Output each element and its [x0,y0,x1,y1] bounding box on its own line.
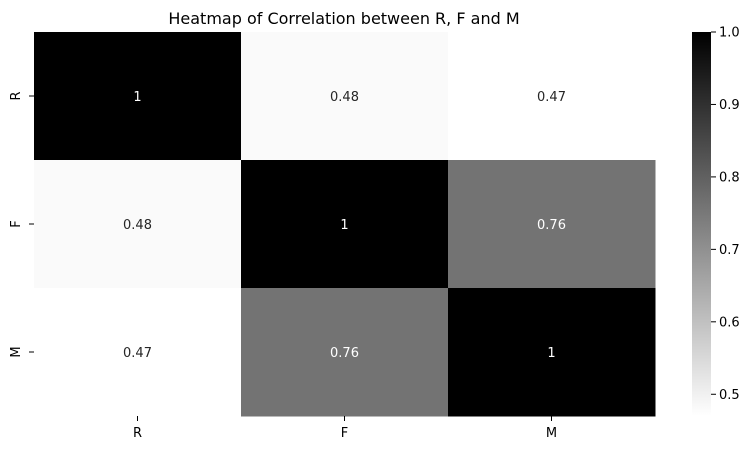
x-tick-label: R [133,426,142,441]
heatmap-cell-F-F [241,160,449,289]
heatmap-cell-R-R [34,32,242,161]
colorbar-tick-label: 0.6 [719,315,740,330]
colorbar-tick-label: 0.5 [719,388,740,403]
y-axis: R F M [9,91,34,358]
colorbar-gradient [692,32,711,416]
cell-annotation: 1 [340,218,348,233]
cell-annotation: 0.76 [330,346,359,361]
y-tick-label: F [9,220,24,227]
y-tick-label: M [9,346,24,357]
colorbar-tick-label: 0.8 [719,170,740,185]
x-tick-label: M [546,426,557,441]
heatmap-cell-F-M [448,160,656,289]
cell-annotation: 0.47 [537,90,566,105]
x-tick-label: F [341,426,348,441]
cell-annotation: 1 [547,346,555,361]
cell-annotation: 0.48 [123,218,152,233]
heatmap-cell-F-R [34,160,242,289]
heatmap-cells: 1 0.48 0.47 0.48 1 0.76 0.47 0.76 1 [34,32,656,417]
heatmap-cell-M-M [448,288,656,417]
colorbar-tick-label: 0.9 [719,98,740,113]
heatmap-cell-R-F [241,32,449,161]
heatmap-cell-R-M [448,32,656,161]
colorbar: 0.5 0.6 0.7 0.8 0.9 1.0 [692,26,740,416]
cell-annotation: 1 [133,90,141,105]
chart-title: Heatmap of Correlation between R, F and … [168,9,519,28]
cell-annotation: 0.47 [123,346,152,361]
colorbar-tick-label: 0.7 [719,243,740,258]
cell-annotation: 0.48 [330,90,359,105]
heatmap-cell-M-R [34,288,242,417]
cell-annotation: 0.76 [537,218,566,233]
y-tick-label: R [9,91,24,100]
heatmap-cell-M-F [241,288,449,417]
colorbar-tick-label: 1.0 [719,26,740,41]
